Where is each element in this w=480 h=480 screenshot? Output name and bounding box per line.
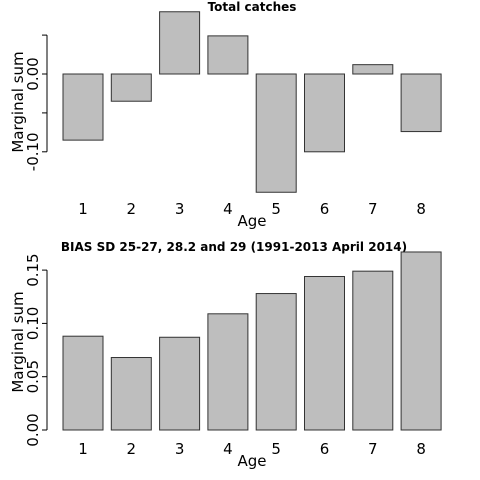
- x-tick-label: 5: [271, 440, 281, 458]
- y-tick-label: 0.00: [24, 57, 42, 90]
- x-tick-label: 3: [175, 200, 185, 218]
- x-tick-label: 7: [368, 440, 378, 458]
- chart-bias-sd: BIAS SD 25-27, 28.2 and 29 (1991-2013 Ap…: [9, 240, 442, 470]
- x-tick-label: 1: [78, 200, 88, 218]
- y-axis-label: Marginal sum: [9, 51, 27, 152]
- y-tick-label: 0.10: [24, 307, 42, 340]
- bar-age-6: [304, 275, 345, 431]
- x-tick-label: 6: [320, 200, 330, 218]
- bar-age-5: [255, 293, 297, 431]
- bar-age-3: [159, 11, 201, 75]
- x-axis-label: Age: [237, 212, 266, 230]
- bar-age-8: [400, 73, 442, 133]
- bar-age-2: [110, 357, 152, 431]
- bar-age-1: [62, 335, 104, 431]
- x-tick-label: 3: [175, 440, 185, 458]
- bar-age-6: [304, 73, 345, 153]
- x-tick-label: 2: [127, 200, 137, 218]
- y-tick-label: 0.05: [24, 360, 42, 393]
- bar-age-8: [400, 251, 442, 431]
- bar-age-3: [159, 336, 201, 431]
- x-axis-label: Age: [237, 452, 266, 470]
- y-tick-label: 0.00: [24, 413, 42, 446]
- y-axis-label: Marginal sum: [9, 291, 27, 392]
- x-tick-label: 8: [416, 440, 426, 458]
- bar-age-4: [207, 35, 249, 75]
- chart-total-catches: Total catches Age Marginal sum 1 2 3 4 5 6 7 8 -…: [9, 0, 442, 230]
- bar-age-2: [110, 73, 152, 102]
- x-tick-label: 1: [78, 440, 88, 458]
- bar-age-5: [255, 73, 297, 193]
- x-tick-label: 6: [320, 440, 330, 458]
- chart-title: BIAS SD 25-27, 28.2 and 29 (1991-2013 Ap…: [61, 240, 407, 254]
- x-tick-label: 5: [271, 200, 281, 218]
- bar-age-7: [352, 270, 394, 431]
- x-tick-label: 8: [416, 200, 426, 218]
- x-tick-label: 7: [368, 200, 378, 218]
- y-tick-label: 0.15: [24, 253, 42, 286]
- y-tick-label: -0.10: [24, 132, 42, 171]
- x-tick-label: 2: [127, 440, 137, 458]
- x-tick-label: 4: [223, 440, 233, 458]
- bar-age-1: [62, 73, 104, 141]
- bar-age-4: [207, 313, 249, 431]
- x-tick-label: 4: [223, 200, 233, 218]
- bar-age-7: [352, 64, 394, 75]
- chart-title: Total catches: [208, 0, 297, 14]
